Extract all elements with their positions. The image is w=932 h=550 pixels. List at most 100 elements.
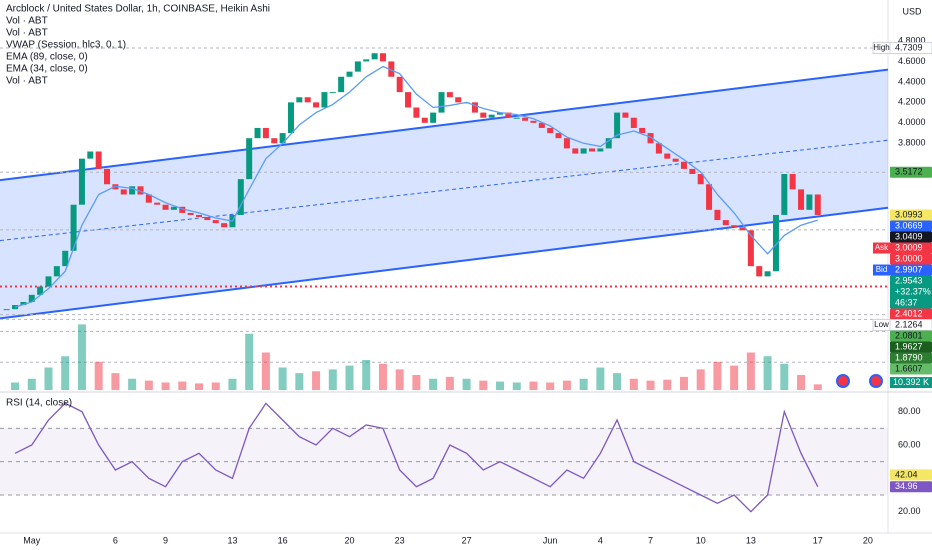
candle xyxy=(53,266,60,277)
candle xyxy=(664,153,671,159)
candle xyxy=(304,97,311,103)
price-badge-sub: 46:37 xyxy=(895,297,918,307)
price-badge xyxy=(890,242,932,254)
candle xyxy=(655,143,662,154)
price-badge xyxy=(890,166,932,178)
price-badge-label: 2.9543 xyxy=(895,275,923,285)
candle xyxy=(145,194,152,203)
price-badge xyxy=(890,330,932,342)
volume-bar xyxy=(312,371,321,390)
event-flag[interactable] xyxy=(836,374,850,388)
x-tick-label: 17 xyxy=(813,535,823,545)
volume-bar xyxy=(696,369,705,390)
price-badge xyxy=(890,308,932,320)
candle xyxy=(28,294,35,302)
candle xyxy=(789,174,796,190)
price-badge-label: 2.4012 xyxy=(895,308,923,318)
volume-bar xyxy=(479,380,488,390)
candle xyxy=(413,107,420,118)
candle xyxy=(120,189,127,195)
candle xyxy=(714,209,721,221)
price-badge xyxy=(890,481,932,493)
candle xyxy=(480,112,487,118)
candle xyxy=(405,92,412,108)
candle xyxy=(798,189,805,210)
candle xyxy=(421,117,428,123)
volume-bar xyxy=(679,376,688,390)
volume-bar xyxy=(730,365,739,390)
volume-bar xyxy=(111,373,120,390)
volume-bar xyxy=(228,378,237,390)
x-tick-label: 16 xyxy=(278,535,288,545)
x-tick-label: 4 xyxy=(598,535,603,545)
volume-bar xyxy=(61,356,70,390)
y-tick-label: 4.4000 xyxy=(898,76,926,86)
volume-bar xyxy=(195,383,204,390)
candle xyxy=(371,53,378,60)
volume-bar xyxy=(797,375,806,390)
x-tick-label: 6 xyxy=(113,535,118,545)
candle xyxy=(396,76,403,93)
x-tick-label: 9 xyxy=(163,535,168,545)
volume-bar xyxy=(813,384,822,390)
candle xyxy=(279,133,286,144)
candle xyxy=(680,161,687,169)
volume-badge xyxy=(890,377,932,389)
y-tick-label: 3.8000 xyxy=(898,138,926,148)
candle xyxy=(580,148,587,154)
candle xyxy=(237,179,244,215)
volume-bar xyxy=(445,376,454,390)
volume-bar xyxy=(94,361,103,390)
candle xyxy=(204,217,211,221)
price-badge xyxy=(890,253,932,265)
candle xyxy=(313,102,320,108)
price-badge-label: 3.0993 xyxy=(895,209,923,219)
event-flag[interactable] xyxy=(869,374,883,388)
price-badge-label: 3.0669 xyxy=(895,220,923,230)
volume-bar xyxy=(763,356,772,390)
candle xyxy=(639,127,646,134)
volume-bar xyxy=(211,382,220,390)
legend-entry: EMA (34, close, 0) xyxy=(6,64,88,75)
candle xyxy=(212,220,219,224)
price-badge-label: 3.0409 xyxy=(895,231,923,241)
price-badge xyxy=(890,363,932,375)
price-badge-label: 1.6607 xyxy=(895,363,923,373)
legend-entry: VWAP (Session, hlc3, 0, 1) xyxy=(6,40,126,51)
x-tick-label: 23 xyxy=(395,535,405,545)
volume-bar xyxy=(512,382,521,390)
price-badge xyxy=(890,341,932,353)
volume-bar xyxy=(11,382,20,390)
volume-bar xyxy=(395,369,404,390)
volume-bar xyxy=(412,375,421,390)
volume-bar xyxy=(746,352,755,390)
volume-bar xyxy=(362,360,371,390)
candle xyxy=(722,220,729,226)
candle xyxy=(271,138,278,144)
candle xyxy=(70,204,77,251)
price-badge-label: 42.04 xyxy=(895,469,918,479)
candle xyxy=(12,305,19,310)
volume-bar xyxy=(496,381,505,390)
candle xyxy=(731,225,738,228)
x-tick-label: May xyxy=(23,535,41,545)
price-badge-label: 3.0000 xyxy=(895,253,923,263)
badge-tag-label: High xyxy=(873,43,889,52)
candle xyxy=(605,138,612,149)
candle xyxy=(78,158,85,205)
candle xyxy=(137,186,144,195)
x-tick-label: 13 xyxy=(746,535,756,545)
x-tick-label: 13 xyxy=(227,535,237,545)
candle xyxy=(95,151,102,169)
candle xyxy=(162,204,169,210)
x-tick-label: 27 xyxy=(462,535,472,545)
price-badge-label: 34.96 xyxy=(895,481,918,491)
candle xyxy=(20,301,27,306)
y-tick-label: 4.8000 xyxy=(898,35,926,45)
currency-label[interactable]: USD xyxy=(902,6,922,16)
candle xyxy=(321,92,328,108)
